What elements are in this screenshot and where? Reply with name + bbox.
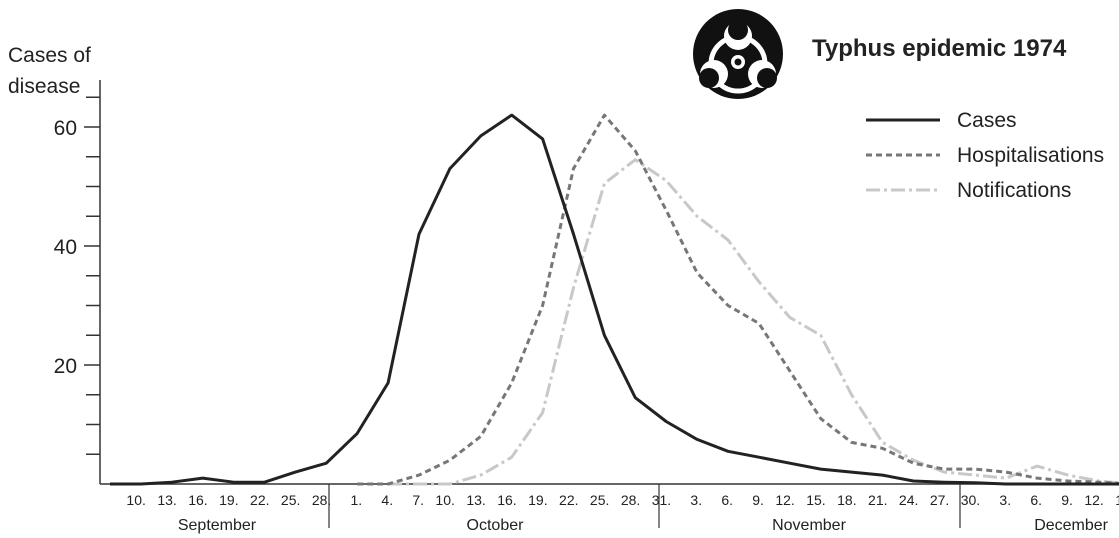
legend-label-cases: Cases bbox=[957, 109, 1017, 132]
x-tick-label: 3. bbox=[690, 492, 702, 508]
y-tick-label: 20 bbox=[54, 355, 77, 378]
x-tick-label: 15. bbox=[806, 492, 825, 508]
x-tick-label: 16. bbox=[188, 492, 207, 508]
y-axis-title-line-2: disease bbox=[8, 75, 80, 98]
legend: Cases Hospitalisations Notifications bbox=[866, 109, 1104, 202]
legend-label-notifications: Notifications bbox=[957, 179, 1071, 202]
x-tick-label: 19. bbox=[528, 492, 547, 508]
x-tick-label: 10. bbox=[435, 492, 454, 508]
y-tick-label: 60 bbox=[54, 117, 77, 140]
y-tick-label: 40 bbox=[54, 236, 77, 259]
y-axis: 20 40 60 bbox=[54, 80, 101, 484]
x-tick-label: 28. bbox=[621, 492, 640, 508]
x-tick-label: 18. bbox=[837, 492, 856, 508]
series-line-hospitalisations bbox=[357, 113, 1119, 486]
x-tick-label: 13. bbox=[157, 492, 176, 508]
series-line-notifications bbox=[388, 158, 1119, 486]
x-tick-label: 27. bbox=[930, 492, 949, 508]
x-tick-label: 3. bbox=[999, 492, 1011, 508]
x-tick-label: 12. bbox=[1084, 492, 1103, 508]
legend-label-hospitalisations: Hospitalisations bbox=[957, 144, 1104, 167]
x-tick-label: 15. bbox=[1115, 492, 1119, 508]
x-tick-label: 31. bbox=[652, 492, 671, 508]
x-tick-label: 9. bbox=[1061, 492, 1073, 508]
y-axis-title-line-1: Cases of bbox=[8, 44, 91, 67]
plot-area bbox=[110, 113, 1119, 486]
x-tick-label: 4. bbox=[381, 492, 393, 508]
month-label: November bbox=[772, 517, 846, 534]
x-tick-label: 25. bbox=[281, 492, 300, 508]
month-label: October bbox=[467, 517, 525, 534]
x-tick-label: 25. bbox=[590, 492, 609, 508]
x-tick-label: 30. bbox=[961, 492, 980, 508]
x-tick-label: 24. bbox=[899, 492, 918, 508]
series-line-cases bbox=[110, 113, 1119, 486]
biohazard-icon bbox=[693, 9, 783, 99]
x-tick-label: 9. bbox=[752, 492, 764, 508]
x-tick-label: 7. bbox=[412, 492, 424, 508]
x-tick-label: 6. bbox=[1030, 492, 1042, 508]
x-tick-label: 19. bbox=[219, 492, 238, 508]
month-label: September bbox=[178, 517, 257, 534]
month-label: December bbox=[1034, 517, 1108, 534]
x-tick-label: 10. bbox=[126, 492, 145, 508]
x-tick-label: 21. bbox=[868, 492, 887, 508]
x-tick-label: 22. bbox=[559, 492, 578, 508]
chart-title: Typhus epidemic 1974 bbox=[812, 35, 1067, 62]
x-tick-label: 16. bbox=[497, 492, 516, 508]
x-tick-label: 1. bbox=[351, 492, 363, 508]
x-tick-label: 6. bbox=[721, 492, 733, 508]
x-tick-label: 12. bbox=[775, 492, 794, 508]
x-tick-label: 22. bbox=[250, 492, 269, 508]
x-axis: 10. 13. 16. 19. 22. 25. 28. 1. 4. 7. 10. 13. 16. 19. 2… bbox=[100, 483, 1119, 534]
x-tick-label: 28. bbox=[312, 492, 331, 508]
x-tick-label: 13. bbox=[466, 492, 485, 508]
y-axis-title: Cases of disease bbox=[8, 44, 91, 98]
